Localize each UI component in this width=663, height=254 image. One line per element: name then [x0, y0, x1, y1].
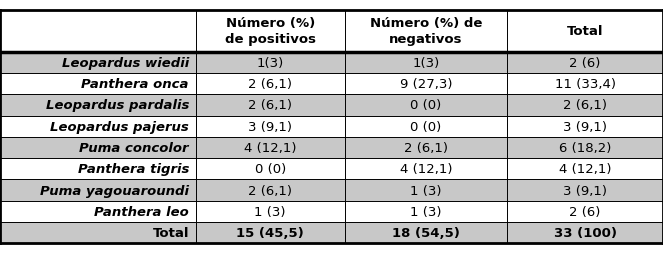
Text: 2 (6): 2 (6) [570, 57, 601, 70]
Text: 1(3): 1(3) [257, 57, 284, 70]
Text: Panthera onca: Panthera onca [82, 78, 189, 91]
Text: 0 (0): 0 (0) [255, 163, 286, 176]
Bar [0, 74, 663, 95]
Text: 2 (6,1): 2 (6,1) [404, 141, 448, 154]
Text: 2 (6,1): 2 (6,1) [248, 99, 292, 112]
Text: 1(3): 1(3) [412, 57, 440, 70]
Text: 1 (3): 1 (3) [410, 205, 442, 218]
Bar [0, 53, 663, 74]
Text: 4 (12,1): 4 (12,1) [400, 163, 452, 176]
Text: Total: Total [152, 226, 189, 239]
Text: 4 (12,1): 4 (12,1) [244, 141, 296, 154]
Bar [0, 11, 663, 53]
Text: 0 (0): 0 (0) [410, 99, 442, 112]
Text: Número (%)
de positivos: Número (%) de positivos [225, 17, 316, 46]
Text: Puma concolor: Puma concolor [80, 141, 189, 154]
Bar [0, 201, 663, 222]
Text: 33 (100): 33 (100) [554, 226, 617, 239]
Text: Panthera tigris: Panthera tigris [78, 163, 189, 176]
Text: 2 (6,1): 2 (6,1) [563, 99, 607, 112]
Text: Total: Total [567, 25, 603, 38]
Text: 2 (6,1): 2 (6,1) [248, 78, 292, 91]
Text: Número (%) de
negativos: Número (%) de negativos [370, 17, 482, 46]
Text: 18 (54,5): 18 (54,5) [392, 226, 460, 239]
Bar [0, 137, 663, 158]
Text: 11 (33,4): 11 (33,4) [554, 78, 616, 91]
Text: 2 (6): 2 (6) [570, 205, 601, 218]
Text: 0 (0): 0 (0) [410, 120, 442, 133]
Text: Leopardus wiedii: Leopardus wiedii [62, 57, 189, 70]
Text: 1 (3): 1 (3) [255, 205, 286, 218]
Text: Leopardus pajerus: Leopardus pajerus [50, 120, 189, 133]
Text: 15 (45,5): 15 (45,5) [236, 226, 304, 239]
Text: 6 (18,2): 6 (18,2) [559, 141, 611, 154]
Text: Puma yagouaroundi: Puma yagouaroundi [40, 184, 189, 197]
Bar [0, 180, 663, 201]
Text: 3 (9,1): 3 (9,1) [563, 120, 607, 133]
Bar [0, 116, 663, 137]
Text: 2 (6,1): 2 (6,1) [248, 184, 292, 197]
Bar [0, 95, 663, 116]
Text: Panthera leo: Panthera leo [94, 205, 189, 218]
Text: 1 (3): 1 (3) [410, 184, 442, 197]
Text: Leopardus pardalis: Leopardus pardalis [46, 99, 189, 112]
Bar [0, 158, 663, 180]
Text: 9 (27,3): 9 (27,3) [400, 78, 452, 91]
Bar [0, 222, 663, 243]
Text: 3 (9,1): 3 (9,1) [563, 184, 607, 197]
Text: 3 (9,1): 3 (9,1) [248, 120, 292, 133]
Text: 4 (12,1): 4 (12,1) [559, 163, 611, 176]
